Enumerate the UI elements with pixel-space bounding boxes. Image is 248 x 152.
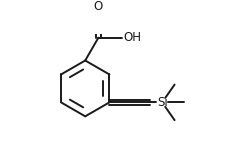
Text: O: O — [94, 0, 103, 13]
Text: Si: Si — [157, 96, 167, 109]
Text: OH: OH — [123, 31, 141, 44]
